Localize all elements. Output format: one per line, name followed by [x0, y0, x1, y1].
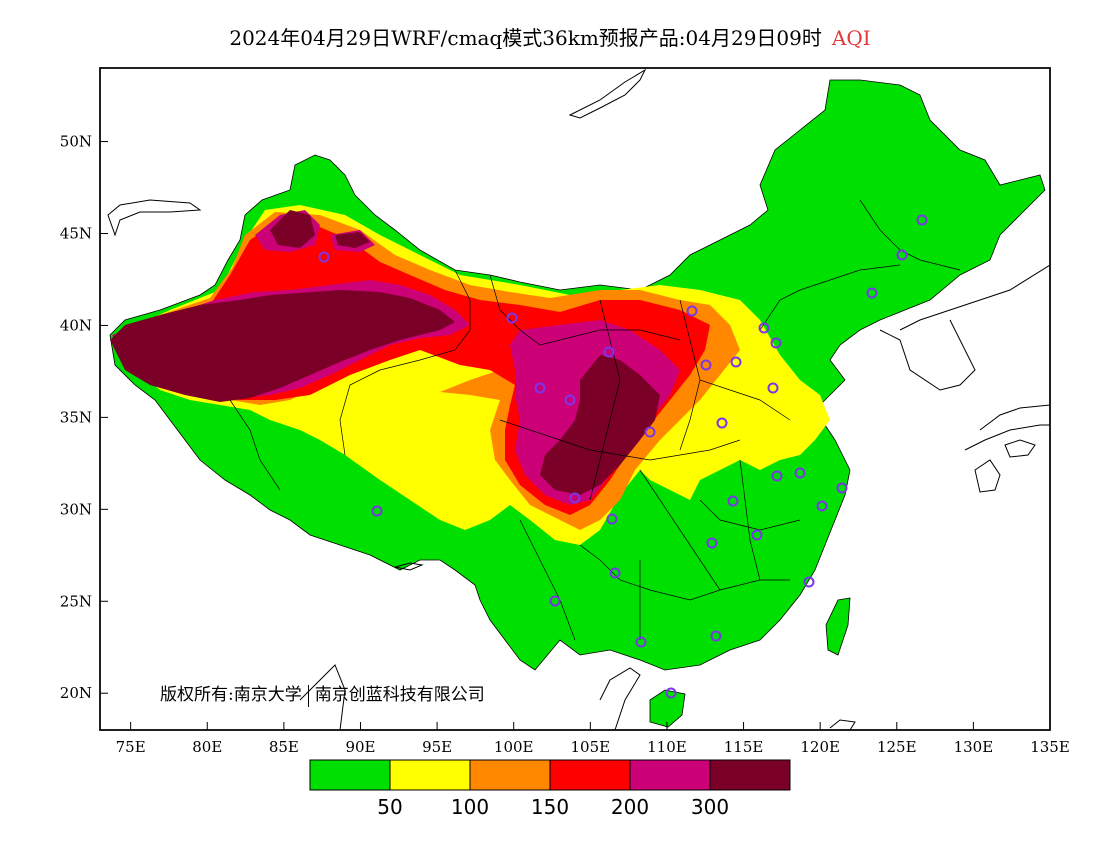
lon-tick-label: 115E	[724, 738, 764, 756]
station-markers	[318, 214, 928, 699]
lat-tick-label: 50N	[60, 133, 92, 151]
longitude-axis: 75E 80E 85E 90E 95E 100E 105E 110E 115E 120E 125E 1…	[116, 722, 1070, 756]
colorbar-label: 100	[451, 795, 489, 819]
lat-tick-label: 45N	[60, 225, 92, 243]
copyright-notice: 版权所有:南京大学 南京创蓝科技有限公司	[160, 680, 485, 707]
lon-tick-label: 90E	[345, 738, 375, 756]
province-boundaries	[229, 199, 961, 641]
lat-tick-label: 25N	[60, 592, 92, 610]
lon-tick-label: 85E	[269, 738, 299, 756]
colorbar-swatch	[549, 759, 631, 791]
colorbar-swatch	[469, 759, 551, 791]
lat-tick-label: 40N	[60, 316, 92, 334]
lon-tick-label: 95E	[422, 738, 452, 756]
latitude-axis: 50N 45N 40N 35N 30N 25N 20N	[60, 133, 108, 702]
copyright-owner-company: 南京创蓝科技有限公司	[314, 685, 485, 705]
lon-tick-label: 130E	[954, 738, 994, 756]
colorbar-swatch	[629, 759, 711, 791]
lon-tick-label: 75E	[116, 738, 146, 756]
colorbar-label: 150	[531, 795, 569, 819]
lon-tick-label: 80E	[192, 738, 222, 756]
colorbar-label: 300	[691, 795, 729, 819]
colorbar-swatch	[709, 759, 791, 791]
lon-tick-label: 135E	[1030, 738, 1070, 756]
lon-tick-label: 110E	[647, 738, 687, 756]
lon-tick-label: 105E	[571, 738, 611, 756]
neighbour-outlines	[107, 68, 1050, 730]
taiwan-island	[825, 597, 851, 656]
aqi-band-maroon	[110, 210, 660, 495]
aqi-colorbar-legend: 50 100 150 200 300	[309, 759, 791, 819]
lon-tick-label: 100E	[494, 738, 534, 756]
lat-tick-label: 20N	[60, 684, 92, 702]
colorbar-label: 50	[377, 795, 402, 819]
lon-tick-label: 120E	[800, 738, 840, 756]
colorbar-swatch	[389, 759, 471, 791]
copyright-separator	[307, 684, 309, 707]
lat-tick-label: 30N	[60, 500, 92, 518]
aqi-band-magenta	[112, 210, 680, 505]
map-title: 2024年04月29日WRF/cmaq模式36km预报产品:04月29日09时 A…	[0, 22, 1100, 51]
title-main: 2024年04月29日WRF/cmaq模式36km预报产品:04月29日09时	[229, 26, 822, 50]
lat-tick-label: 35N	[60, 408, 92, 426]
lon-tick-label: 125E	[877, 738, 917, 756]
copyright-owner-university: 版权所有:南京大学	[160, 685, 302, 705]
title-variable: AQI	[831, 26, 871, 50]
hainan-island	[649, 689, 686, 728]
colorbar-label: 200	[611, 795, 649, 819]
colorbar-swatch	[309, 759, 391, 791]
